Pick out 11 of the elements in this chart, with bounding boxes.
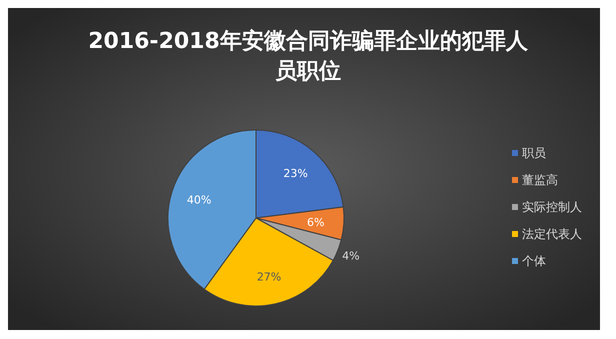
legend-label: 个体: [522, 254, 546, 268]
data-label: 4%: [342, 250, 360, 263]
data-label: 27%: [256, 270, 282, 284]
data-label: 6%: [306, 216, 324, 229]
chart-title: 2016-2018年安徽合同诈骗罪企业的犯罪人员职位: [88, 28, 529, 84]
data-label: 23%: [283, 167, 308, 180]
data-label: 40%: [186, 194, 212, 207]
legend-label: 职员: [522, 146, 546, 160]
legend-label: 实际控制人: [522, 200, 582, 214]
legend-label: 法定代表人: [522, 227, 582, 241]
legend-label: 董监高: [522, 173, 558, 187]
